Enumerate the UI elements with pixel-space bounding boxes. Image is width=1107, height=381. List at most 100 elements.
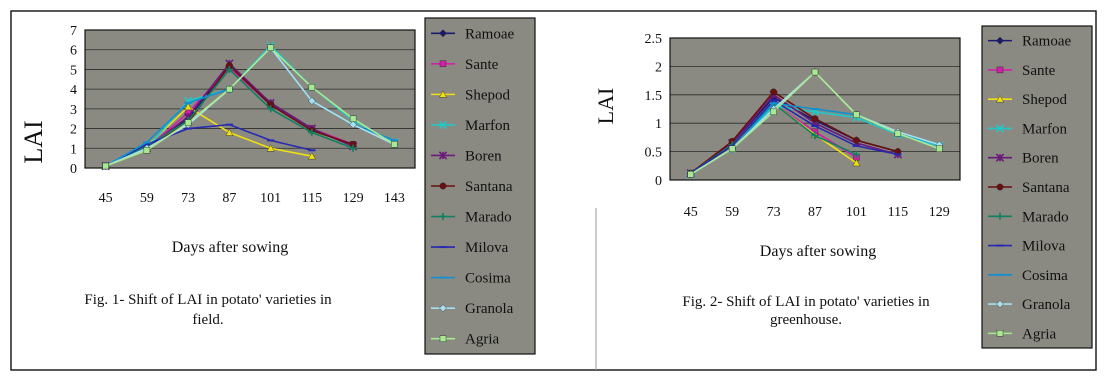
legend-label: Ramoae	[465, 26, 514, 42]
data-point-marado	[308, 128, 316, 137]
data-point-agria	[143, 147, 151, 154]
data-point-santana	[811, 115, 819, 123]
data-point-shepod	[307, 152, 316, 160]
legend-label: Granola	[465, 301, 514, 317]
y-axis-label: LAI	[593, 88, 618, 125]
legend-label: Marfon	[465, 118, 510, 134]
legend-marker	[439, 212, 447, 221]
x-tick-label: 59	[140, 191, 154, 206]
data-point-agria	[349, 115, 357, 122]
legend-marker	[438, 151, 448, 160]
legend-label: Shepod	[465, 87, 511, 103]
data-point-marado	[225, 65, 233, 74]
y-tick-label: 1	[655, 117, 662, 132]
figure-caption: greenhouse.	[770, 312, 842, 328]
figure-caption: Fig. 2- Shift of LAI in potato' varietie…	[682, 294, 930, 310]
y-tick-label: 5	[70, 63, 77, 78]
data-point-granola	[349, 120, 358, 129]
y-tick-label: 1	[70, 142, 77, 157]
legend-marker	[996, 212, 1004, 220]
x-tick-label: 115	[302, 191, 322, 206]
x-tick-label: 101	[846, 205, 867, 220]
data-point-agria	[267, 44, 274, 51]
data-point-agria	[770, 108, 777, 116]
legend-label: Santana	[1022, 180, 1070, 196]
y-tick-label: 2	[70, 123, 77, 138]
plot-frame	[669, 37, 961, 181]
y-tick-label: 4	[70, 83, 77, 98]
legend-marker	[439, 304, 447, 313]
legend-marker	[996, 183, 1004, 191]
legend-label: Marfon	[1022, 121, 1067, 137]
legend-marker	[439, 335, 447, 342]
x-tick-label: 59	[725, 205, 739, 220]
y-tick-label: 3	[70, 103, 77, 118]
x-tick-label: 129	[343, 191, 364, 206]
legend-label: Santana	[465, 179, 513, 195]
legend-label: Agria	[1022, 326, 1056, 342]
x-tick-label: 73	[181, 191, 195, 206]
y-tick-label: 2.5	[645, 32, 663, 47]
x-tick-label: 87	[222, 191, 236, 206]
data-point-agria	[728, 145, 736, 152]
legend-label: Cosima	[1022, 268, 1068, 284]
data-point-agria	[102, 162, 109, 170]
x-tick-label: 45	[99, 191, 113, 206]
figure-caption: Fig. 1- Shift of LAI in potato' varietie…	[84, 292, 332, 308]
data-point-agria	[184, 119, 192, 126]
data-point-agria	[853, 111, 860, 118]
legend-label: Marado	[465, 210, 512, 226]
legend-marker	[996, 330, 1004, 337]
x-tick-label: 73	[767, 205, 781, 220]
legend-marker	[995, 124, 1005, 133]
y-tick-label: 0	[70, 162, 77, 177]
y-axis-label: LAI	[19, 120, 48, 163]
data-point-agria	[936, 145, 943, 152]
series-line-milova	[105, 123, 313, 167]
y-tick-label: 0	[655, 174, 662, 189]
legend-marker	[439, 29, 447, 38]
data-point-shepod	[266, 144, 275, 152]
data-point-agria	[894, 130, 902, 137]
data-point-agria	[811, 68, 819, 76]
data-point-marado	[811, 132, 819, 140]
legend-label: Milova	[1022, 239, 1066, 255]
x-tick-label: 45	[684, 205, 698, 220]
legend-marker	[439, 60, 447, 68]
legend-marker	[996, 66, 1004, 74]
legend-marker	[995, 153, 1005, 162]
series-line-agria	[105, 46, 395, 167]
legend-label: Milova	[465, 240, 509, 256]
plot-frame	[84, 29, 416, 169]
legend-marker	[439, 182, 447, 190]
legend-label: Marado	[1022, 209, 1069, 225]
legend-label: Cosima	[465, 271, 511, 287]
data-point-agria	[308, 83, 316, 91]
figure-border	[10, 10, 1097, 371]
legend-label: Shepod	[1022, 92, 1068, 108]
y-tick-label: 1.5	[645, 89, 663, 104]
legend-marker	[996, 36, 1004, 45]
y-tick-label: 2	[655, 60, 662, 75]
data-point-shepod	[852, 158, 861, 167]
data-point-marado	[852, 150, 861, 159]
legend-label: Ramoae	[1022, 34, 1071, 50]
legend-label: Boren	[465, 148, 502, 164]
x-tick-label: 143	[384, 191, 405, 206]
x-axis-label: Days after sowing	[760, 243, 876, 260]
x-tick-label: 129	[929, 205, 950, 220]
legend-marker	[438, 120, 448, 130]
legend-label: Agria	[465, 332, 499, 348]
data-point-santana	[853, 136, 860, 144]
data-point-shepod	[184, 102, 193, 111]
data-point-marado	[267, 105, 275, 113]
y-tick-label: 6	[70, 44, 77, 59]
x-tick-label: 115	[888, 205, 908, 220]
data-point-granola	[307, 97, 316, 105]
x-axis-label: Days after sowing	[172, 239, 288, 256]
data-point-agria	[391, 141, 398, 148]
legend-label: Sante	[465, 57, 499, 73]
plot-area	[85, 30, 415, 168]
legend-marker	[439, 90, 447, 98]
